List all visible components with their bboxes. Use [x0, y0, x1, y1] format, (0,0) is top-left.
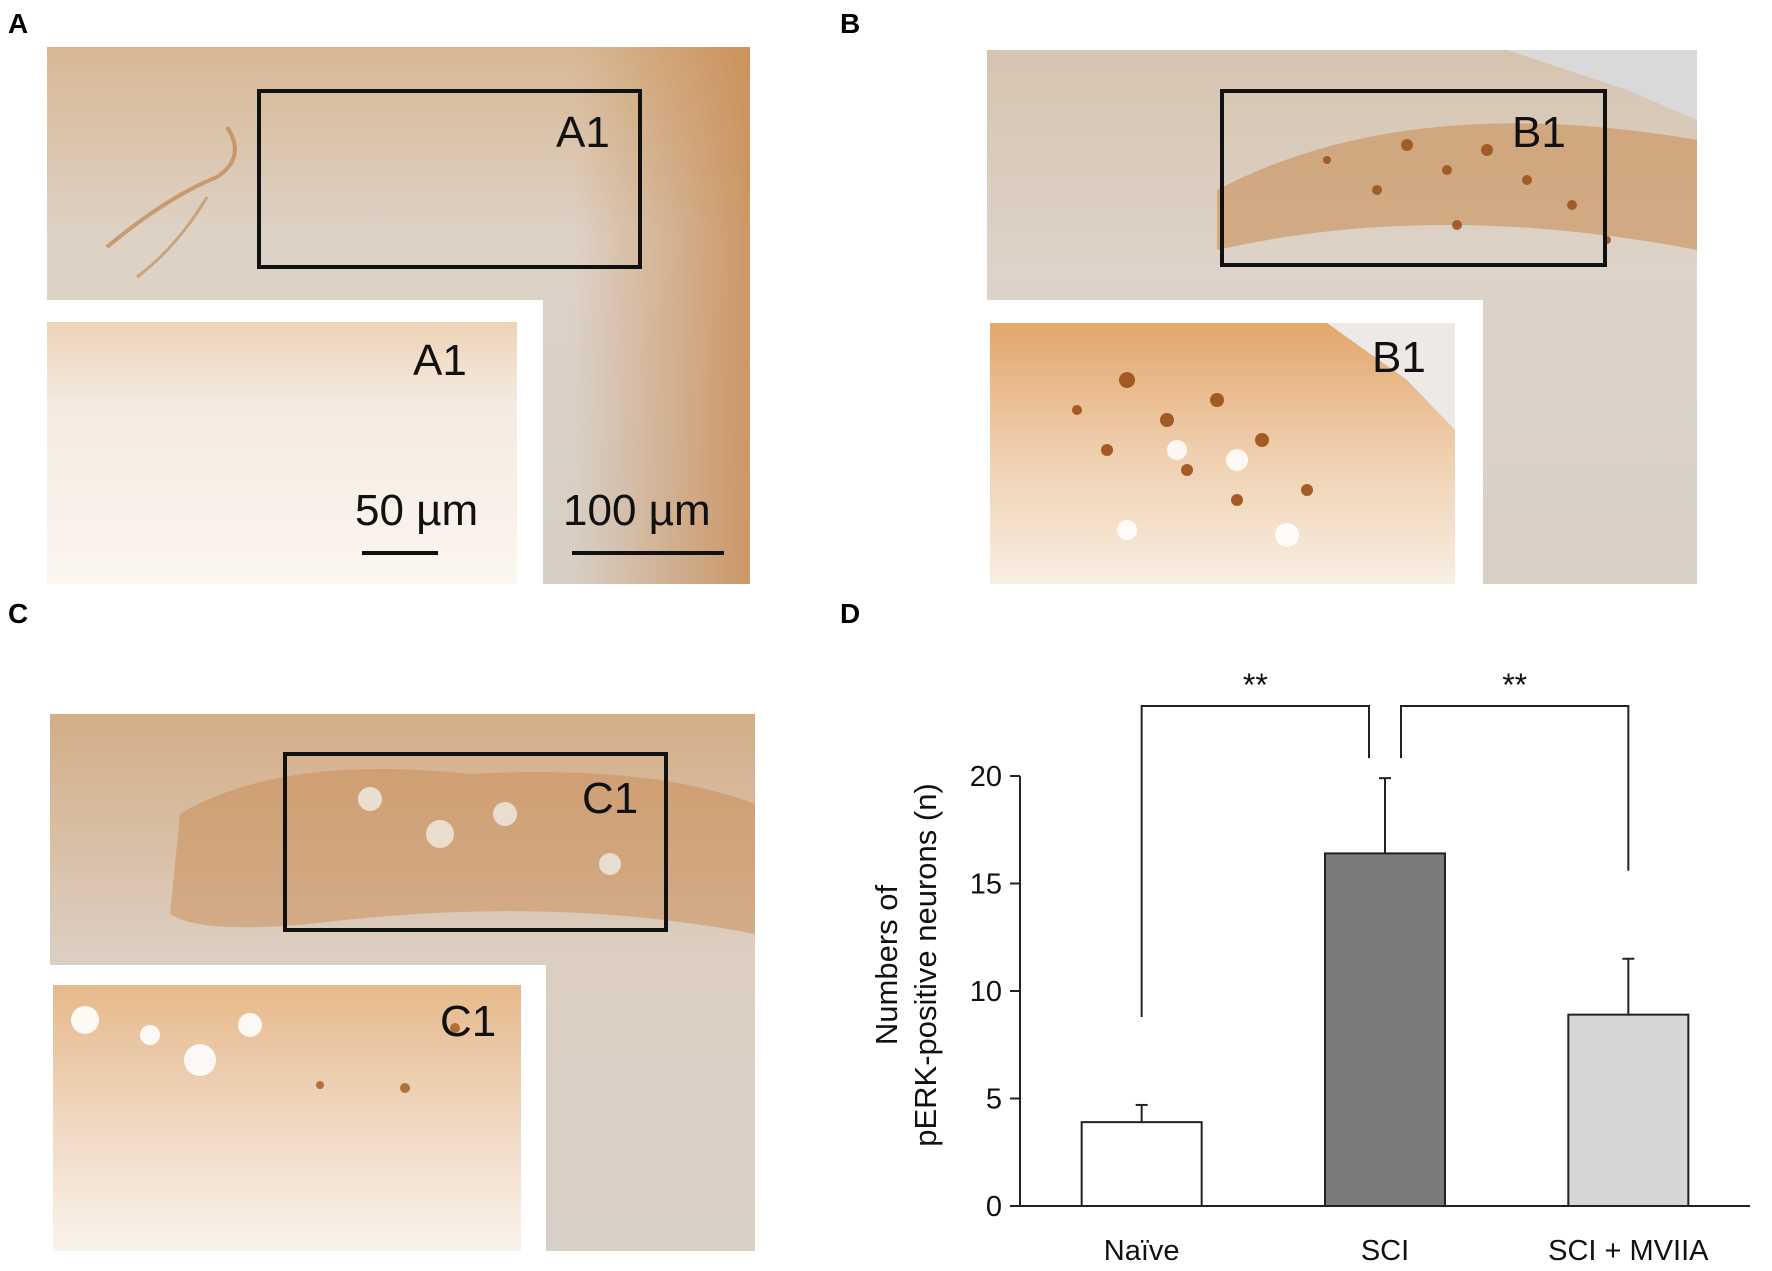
- y-tick-label: 0: [986, 1191, 1002, 1223]
- panel-letter-b: B: [840, 8, 861, 39]
- y-axis-label-line2: pERK-positive neurons (n): [908, 783, 943, 1147]
- bar: [1567, 1013, 1690, 1207]
- y-axis-label-line1: Numbers of: [869, 885, 904, 1046]
- roi-box-a1: [257, 89, 642, 269]
- panel-letter-a: A: [8, 8, 29, 39]
- bar-chart: 0 5 10 15 20 Naïve SCI SCI + MVIIA ** ** Number…: [869, 667, 1750, 1267]
- panel-letter-d: D: [840, 598, 861, 629]
- category-label: SCI + MVIIA: [1548, 1235, 1709, 1267]
- significance-label: **: [1502, 667, 1527, 703]
- roi-label-b1: B1: [1512, 108, 1566, 157]
- bar: [1324, 852, 1446, 1207]
- inset-b-frame: [987, 300, 1483, 584]
- roi-label-c1: C1: [582, 774, 639, 823]
- scale-bar-100um: [572, 551, 724, 555]
- y-tick-label: 20: [970, 761, 1002, 793]
- scale-text-50um: 50 µm: [355, 486, 479, 535]
- inset-c-frame: [50, 965, 546, 1251]
- inset-label-b1: B1: [1372, 333, 1426, 382]
- scale-text-100um: 100 µm: [563, 486, 711, 535]
- inset-a-frame: [47, 300, 543, 584]
- bar: [1080, 1121, 1203, 1207]
- y-tick-label: 10: [970, 976, 1002, 1008]
- inset-label-a1: A1: [413, 336, 467, 385]
- category-label: Naïve: [1104, 1235, 1180, 1267]
- roi-label-a1: A1: [556, 108, 610, 157]
- roi-box-b1: [1220, 89, 1607, 267]
- y-tick-label: 15: [970, 869, 1002, 901]
- significance-bracket: [1140, 705, 1370, 1017]
- significance-bracket: [1400, 705, 1630, 871]
- category-label: SCI: [1361, 1235, 1409, 1267]
- roi-box-c1: [283, 752, 668, 932]
- inset-label-c1: C1: [440, 997, 497, 1046]
- significance-label: **: [1243, 667, 1268, 703]
- y-tick-label: 5: [986, 1084, 1002, 1116]
- panel-letter-c: C: [8, 598, 29, 629]
- scale-bar-50um: [362, 551, 438, 555]
